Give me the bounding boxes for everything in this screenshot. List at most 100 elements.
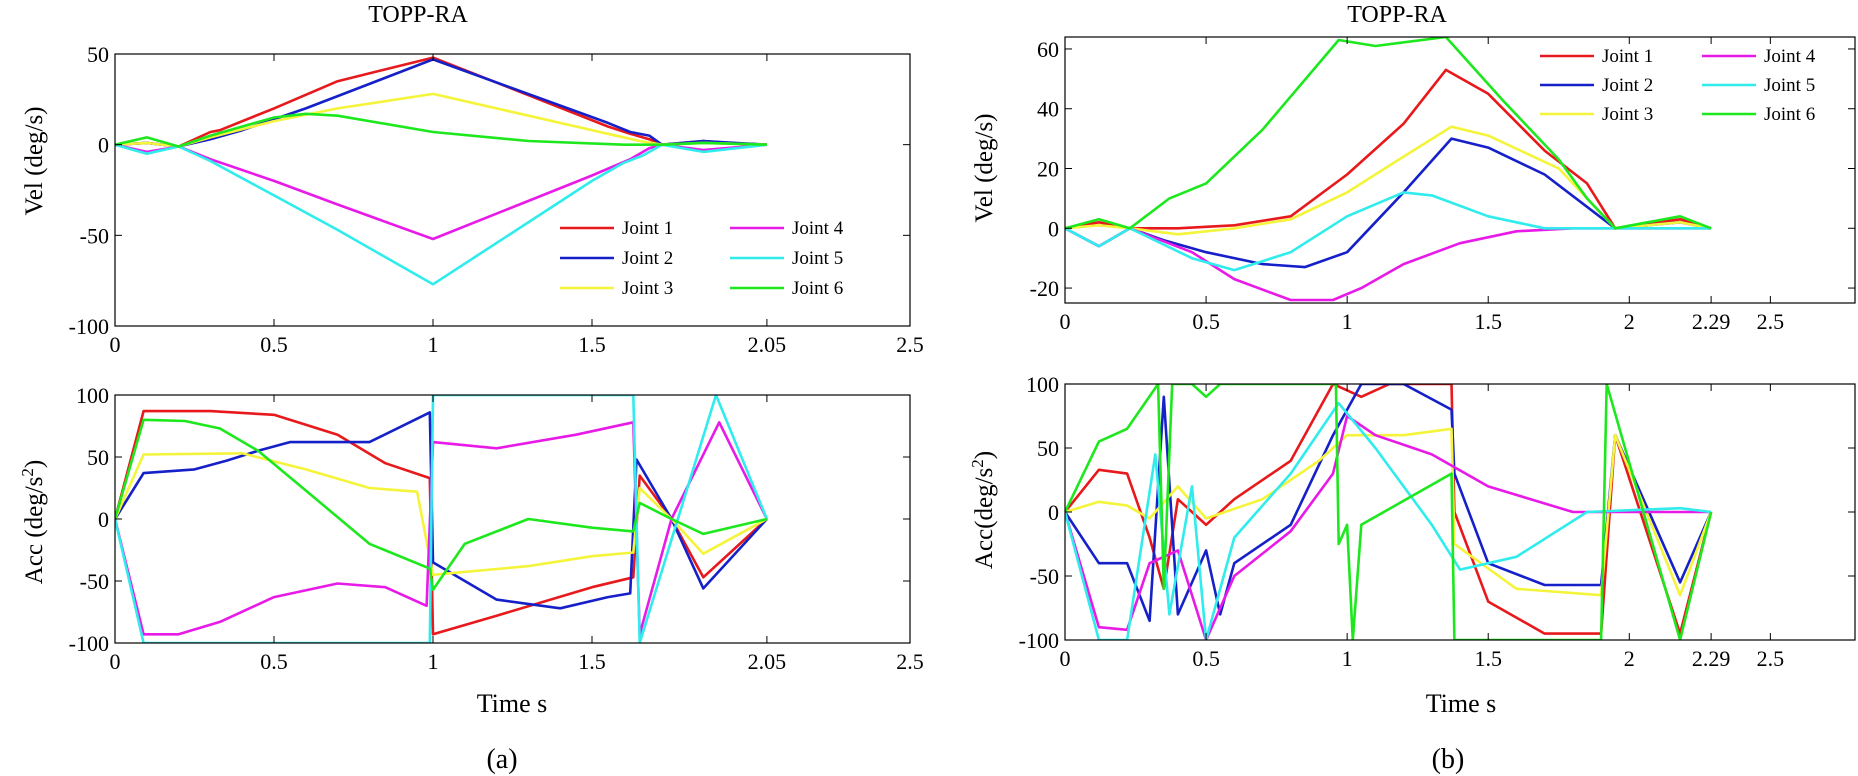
panel-b-acc-ylabel: Acc(deg/s2): [968, 451, 999, 569]
a_acc-xtick-label: 1.5: [578, 649, 606, 674]
b_acc-xtick-label: 0: [1060, 646, 1071, 671]
legend-label: Joint 5: [792, 248, 843, 269]
legend-label: Joint 5: [1764, 75, 1815, 96]
panel-a-vel-ylabel: Vel (deg/s): [21, 107, 48, 216]
b_vel-legend-item-joint-1: Joint 1: [1540, 46, 1653, 67]
a_vel-xtick-label: 1: [428, 332, 439, 357]
b_acc-xtick-label: 1: [1342, 646, 1353, 671]
a_acc-series-joint-5: [115, 395, 769, 643]
a_vel-legend-item-joint-4: Joint 4: [730, 218, 844, 239]
a_acc-series-joint-3: [115, 452, 768, 577]
b_acc-ytick-label: 100: [1026, 372, 1059, 397]
panel-b-xlabel: Time s: [1426, 689, 1497, 718]
b_vel-xtick-label: 1.5: [1474, 309, 1502, 334]
b_vel-legend-item-joint-5: Joint 5: [1702, 75, 1815, 96]
a_vel-legend-item-joint-2: Joint 2: [560, 248, 673, 269]
b_vel-legend-item-joint-2: Joint 2: [1540, 75, 1653, 96]
a_vel-ytick-label: 0: [98, 133, 109, 158]
b_vel-ytick-label: 0: [1048, 216, 1059, 241]
b_acc-xtick-label: 2.5: [1757, 646, 1785, 671]
b_vel-series-joint-1: [1065, 68, 1712, 230]
legend-label: Joint 3: [622, 278, 673, 299]
legend-label: Joint 2: [622, 248, 673, 269]
panel-a-title: TOPP-RA: [368, 2, 468, 28]
a_vel-ytick-label: 50: [87, 42, 109, 67]
b_vel-ytick-label: 60: [1037, 37, 1059, 62]
legend-label: Joint 1: [1602, 46, 1653, 67]
legend-label: Joint 6: [1764, 104, 1815, 125]
b_acc-xtick-label: 2: [1624, 646, 1635, 671]
a_vel-legend-item-joint-3: Joint 3: [560, 278, 673, 299]
b_acc-ytick-label: -50: [1030, 564, 1059, 589]
a_vel-xtick-label: 2.5: [896, 332, 924, 357]
a_vel-legend-item-joint-5: Joint 5: [730, 248, 843, 269]
b_vel-series-joint-5: [1065, 191, 1712, 272]
b_vel-xtick-label: 2.5: [1757, 309, 1785, 334]
a_vel-series-joint-6: [115, 112, 767, 148]
b_vel-legend-item-joint-3: Joint 3: [1540, 104, 1653, 125]
a_acc-xtick-label: 2.05: [748, 649, 787, 674]
a_acc-ytick-label: -50: [80, 569, 109, 594]
b_vel-xtick-label: 0.5: [1192, 309, 1220, 334]
b_vel-ytick-label: 20: [1037, 157, 1059, 182]
b_acc-xtick-label: 0.5: [1192, 646, 1220, 671]
panel-a-acc-frame: [114, 394, 911, 644]
a_acc-xtick-label: 2.5: [896, 649, 924, 674]
a_vel-ytick-label: -50: [80, 223, 109, 248]
a_vel-legend-item-joint-1: Joint 1: [560, 218, 673, 239]
b_vel-series-joint-3: [1065, 125, 1712, 236]
b_vel-series-joint-6: [1065, 37, 1712, 230]
b_vel-xtick-label: 0: [1060, 309, 1071, 334]
a_acc-series-joint-6: [115, 418, 768, 591]
a_vel-xtick-label: 2.05: [748, 332, 787, 357]
b_vel-xtick-label: 1: [1342, 309, 1353, 334]
a_vel-xtick-label: 0: [110, 332, 121, 357]
b_vel-xtick-label: 2.29: [1692, 309, 1731, 334]
panel-a-vel-frame: [114, 53, 911, 327]
b_vel-ytick-label: 40: [1037, 97, 1059, 122]
b_vel-legend-item-joint-4: Joint 4: [1702, 46, 1816, 67]
panel-b-vel-ylabel: Vel (deg/s): [971, 114, 998, 223]
a_acc-series-joint-4: [115, 421, 769, 636]
a_acc-ytick-label: 100: [76, 383, 109, 408]
a_acc-xtick-label: 0.5: [260, 649, 288, 674]
panel-a-xlabel: Time s: [477, 689, 548, 718]
panel-a-acceleration: Acc (deg/s2) 0 0.5 1 1.5 2.05 2.5 -100 -50 0 50 1…: [18, 383, 924, 718]
b_vel-legend-item-joint-6: Joint 6: [1702, 104, 1815, 125]
b_acc-ytick-label: 0: [1048, 500, 1059, 525]
a_vel-xtick-label: 1.5: [578, 332, 606, 357]
caption-b: (b): [1432, 744, 1465, 775]
a_vel-xtick-label: 0.5: [260, 332, 288, 357]
a_acc-ytick-label: 0: [98, 507, 109, 532]
a_acc-xtick-label: 1: [428, 649, 439, 674]
legend-label: Joint 6: [792, 278, 843, 299]
caption-a: (a): [486, 744, 517, 775]
legend-label: Joint 2: [1602, 75, 1653, 96]
b_vel-ytick-label: -20: [1030, 276, 1059, 301]
a_vel-ytick-label: -100: [69, 314, 109, 339]
panel-b-velocity: TOPP-RA Vel (deg/s) 0 0.5 1 1.5 2 2.29 2.5 -20…: [971, 2, 1856, 334]
panel-a-acc-ylabel: Acc (deg/s2): [18, 460, 49, 584]
b_acc-series-joint-2: [1065, 384, 1713, 623]
panel-a-velocity: TOPP-RA Vel (deg/s) 0 0.5 1 1.5 2.05 2.5 -100…: [21, 2, 924, 357]
b_acc-series-joint-4: [1065, 414, 1712, 640]
b_acc-series-joint-5: [1065, 401, 1712, 640]
legend-label: Joint 4: [1764, 46, 1816, 67]
a_acc-ytick-label: -100: [69, 631, 109, 656]
legend-label: Joint 4: [792, 218, 844, 239]
panel-b-acceleration: Acc(deg/s2) 0 0.5 1 1.5 2 2.29 2.5 -100 -50 0 50 1…: [968, 372, 1856, 718]
b_acc-xtick-label: 1.5: [1474, 646, 1502, 671]
b_acc-ytick-label: -100: [1019, 628, 1059, 653]
panel-b-title: TOPP-RA: [1347, 2, 1447, 28]
b_acc-ytick-label: 50: [1037, 436, 1059, 461]
a_acc-series-joint-1: [115, 409, 768, 636]
b_vel-xtick-label: 2: [1624, 309, 1635, 334]
legend-label: Joint 1: [622, 218, 673, 239]
a_acc-xtick-label: 0: [110, 649, 121, 674]
b_acc-xtick-label: 2.29: [1692, 646, 1731, 671]
a_acc-series-joint-2: [115, 411, 768, 610]
a_acc-ytick-label: 50: [87, 445, 109, 470]
legend-label: Joint 3: [1602, 104, 1653, 125]
b_acc-series-joint-3: [1065, 427, 1713, 597]
